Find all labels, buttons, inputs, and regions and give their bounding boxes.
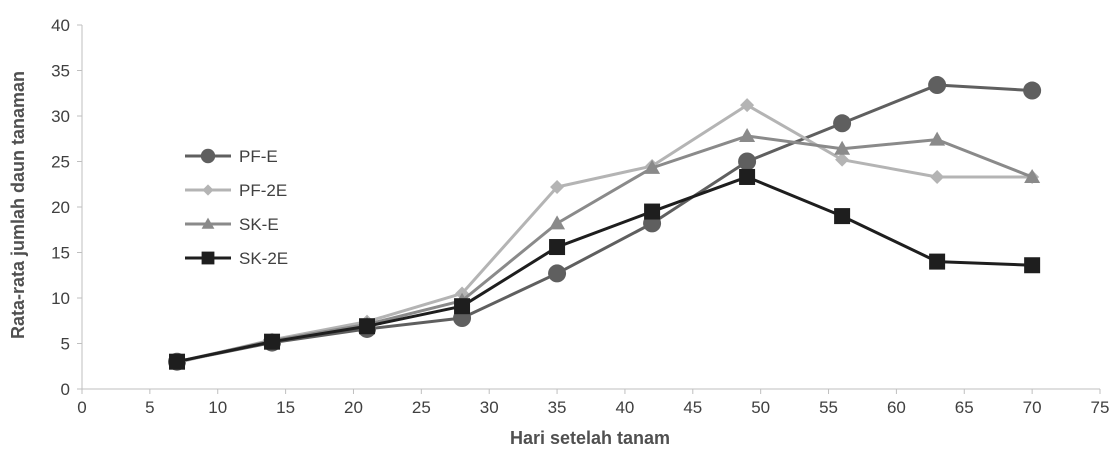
legend-marker	[201, 217, 215, 229]
legend-label: SK-2E	[239, 249, 288, 268]
legend-item: SK-2E	[185, 249, 288, 268]
x-axis: 0 5 10 15 20 25 30 35 40 45 50 55 60 65 70 75	[77, 388, 1110, 417]
x-tick-label: 5	[145, 398, 154, 417]
data-point	[454, 298, 471, 315]
data-point	[928, 76, 947, 95]
data-point	[739, 128, 756, 143]
data-point	[644, 203, 661, 220]
legend: PF-E PF-2E SK-E SK-2E	[185, 147, 288, 268]
data-point	[833, 114, 852, 133]
data-point	[169, 353, 186, 370]
data-point	[738, 152, 757, 171]
x-tick-label: 25	[412, 398, 431, 417]
data-point	[549, 239, 566, 256]
y-tick-label: 10	[51, 289, 70, 308]
x-tick-label: 20	[344, 398, 363, 417]
data-point	[1024, 168, 1041, 183]
x-tick-label: 50	[751, 398, 770, 417]
legend-item: PF-2E	[185, 181, 287, 200]
x-tick-label: 65	[955, 398, 974, 417]
data-point	[834, 208, 851, 225]
x-tick-label: 75	[1091, 398, 1110, 417]
series-pf-2e	[170, 98, 1040, 370]
data-point	[359, 318, 376, 335]
series-sk-2e	[169, 168, 1041, 370]
series-layer	[168, 76, 1042, 371]
series-line	[176, 83, 1033, 364]
data-point	[644, 159, 661, 174]
x-tick-label: 10	[208, 398, 227, 417]
data-point	[929, 131, 946, 146]
x-tick-label: 60	[887, 398, 906, 417]
data-point	[739, 168, 756, 185]
y-tick-label: 30	[51, 107, 70, 126]
data-point	[1024, 257, 1041, 274]
legend-marker	[202, 184, 214, 196]
y-tick-label: 35	[51, 62, 70, 81]
x-tick-label: 30	[480, 398, 499, 417]
x-tick-label: 0	[77, 398, 86, 417]
data-point	[930, 169, 945, 184]
y-tick-label: 5	[61, 335, 70, 354]
y-tick-label: 0	[61, 380, 70, 399]
data-point	[549, 215, 566, 230]
y-tick-label: 20	[51, 198, 70, 217]
data-point	[740, 98, 755, 113]
data-point	[264, 333, 281, 350]
x-tick-label: 45	[683, 398, 702, 417]
x-tick-label: 40	[615, 398, 634, 417]
legend-marker	[200, 148, 216, 164]
series-pf-e	[168, 76, 1042, 371]
x-tick-label: 15	[276, 398, 295, 417]
x-tick-label: 70	[1023, 398, 1042, 417]
y-tick-label: 40	[51, 16, 70, 35]
data-point	[835, 152, 850, 167]
y-tick-label: 25	[51, 153, 70, 172]
legend-item: SK-E	[185, 215, 279, 234]
y-axis-title: Rata-rata jumlah daun tanaman	[8, 71, 28, 339]
data-point	[1023, 81, 1042, 100]
data-point	[834, 140, 851, 155]
x-tick-label: 55	[819, 398, 838, 417]
data-point	[550, 179, 565, 194]
legend-item: PF-E	[185, 147, 278, 166]
y-axis: 0 5 10 15 20 25 30 35 40	[51, 16, 83, 399]
legend-marker	[201, 251, 215, 265]
y-tick-label: 15	[51, 244, 70, 263]
series-line	[176, 103, 1033, 365]
data-point	[929, 253, 946, 270]
legend-label: PF-E	[239, 147, 278, 166]
data-point	[548, 264, 567, 283]
legend-label: SK-E	[239, 215, 279, 234]
legend-label: PF-2E	[239, 181, 287, 200]
x-tick-label: 35	[548, 398, 567, 417]
x-axis-title: Hari setelah tanam	[510, 428, 670, 448]
series-line	[176, 175, 1033, 364]
